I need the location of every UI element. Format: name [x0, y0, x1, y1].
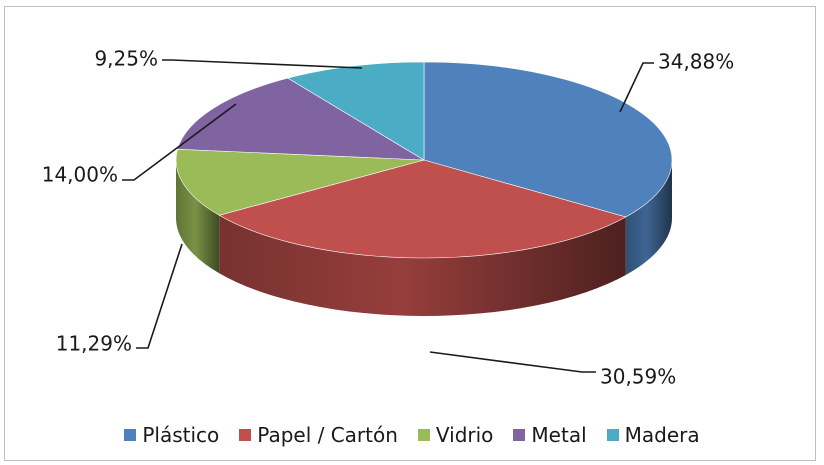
data-label-papel-carton: 30,59%	[600, 365, 676, 389]
data-label-vidrio: 11,29%	[56, 332, 132, 356]
pie-slice-madera	[287, 61, 425, 161]
legend-item-madera: Madera	[606, 423, 700, 447]
leader-line-vidrio	[136, 243, 183, 349]
leader-line-papel-carton	[429, 351, 596, 373]
leader-line-metal	[122, 103, 237, 181]
legend-swatch-plastico	[124, 429, 137, 441]
pie-slice-plastico	[423, 61, 673, 218]
legend-label-metal: Metal	[531, 423, 587, 447]
pie-slice-metal	[177, 77, 425, 161]
legend-swatch-vidrio	[417, 429, 430, 441]
pie-side-papel-carton	[219, 215, 626, 316]
legend-label-papel-carton: Papel / Cartón	[257, 423, 398, 447]
leader-line-plastico	[619, 62, 654, 113]
legend-item-plastico: Plástico	[124, 423, 219, 447]
pie-side-plastico	[625, 160, 672, 275]
pie-slice-vidrio	[175, 148, 425, 216]
legend: Plástico Papel / Cartón Vidrio Metal Mad…	[0, 420, 824, 450]
legend-item-vidrio: Vidrio	[417, 423, 494, 447]
legend-item-papel-carton: Papel / Cartón	[239, 423, 398, 447]
data-label-plastico: 34,88%	[658, 50, 734, 74]
legend-swatch-madera	[606, 429, 619, 441]
leader-line-madera	[162, 59, 363, 69]
legend-label-vidrio: Vidrio	[435, 423, 494, 447]
legend-swatch-metal	[513, 429, 526, 441]
legend-label-madera: Madera	[624, 423, 700, 447]
data-label-metal: 14,00%	[42, 163, 118, 187]
data-label-madera: 9,25%	[94, 47, 158, 71]
legend-swatch-papel-carton	[239, 429, 252, 441]
legend-label-plastico: Plástico	[142, 423, 220, 447]
pie-slice-papel-carton	[218, 159, 627, 259]
legend-item-metal: Metal	[513, 423, 587, 447]
pie-side-vidrio	[176, 160, 220, 274]
